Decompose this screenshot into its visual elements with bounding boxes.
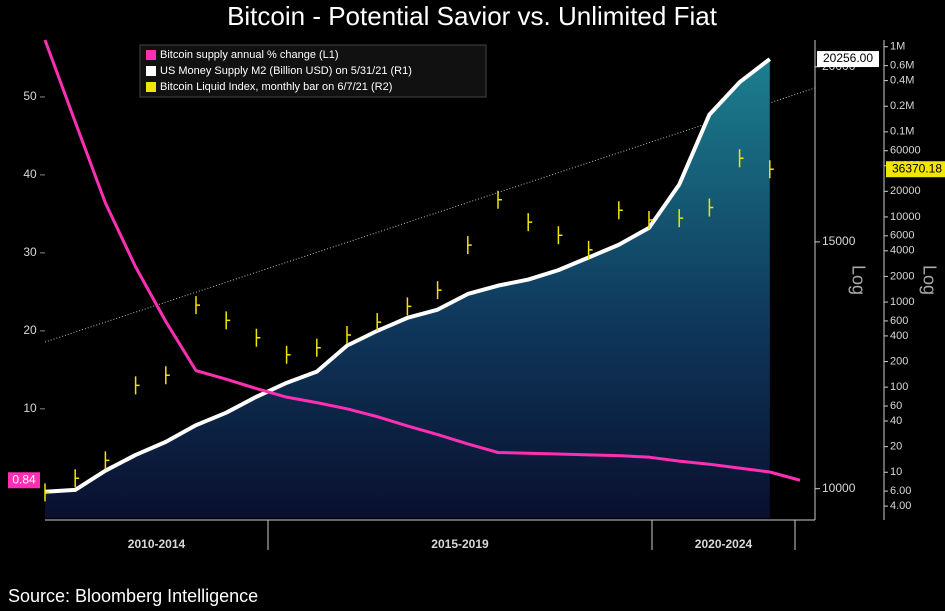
price-bar bbox=[285, 345, 291, 364]
price-bar bbox=[618, 201, 623, 220]
y-tick-label: 30 bbox=[23, 245, 37, 259]
price-bar bbox=[225, 311, 231, 330]
y3-tick-label: 6.00 bbox=[890, 485, 911, 497]
trend-line bbox=[44, 87, 816, 343]
y2-tick-label: 10000 bbox=[822, 481, 856, 495]
y3-tick-label: 10000 bbox=[890, 211, 921, 223]
price-bar bbox=[738, 149, 744, 168]
value-label: 36370.18 bbox=[892, 161, 942, 175]
x-tick-label: 2020-2024 bbox=[695, 537, 753, 551]
y3-tick-label: 10 bbox=[890, 466, 902, 478]
value-label-box bbox=[817, 51, 879, 68]
source: Source: Bloomberg Intelligence bbox=[8, 586, 258, 606]
y3-axis-label: Log bbox=[919, 265, 939, 295]
y-tick-label: 20 bbox=[23, 323, 37, 337]
price-bar bbox=[376, 313, 382, 332]
value-label-box bbox=[886, 161, 945, 178]
y3-tick-label: 600 bbox=[890, 315, 908, 327]
y3-tick-label: 400 bbox=[890, 330, 908, 342]
x-tick-label: 2010-2014 bbox=[128, 537, 186, 551]
price-bar bbox=[104, 451, 110, 470]
value-label: 0.84 bbox=[12, 472, 36, 486]
y2-tick-label: 15000 bbox=[822, 234, 856, 248]
y3-tick-label: 0.2M bbox=[890, 100, 914, 112]
legend-label: Bitcoin supply annual % change (L1) bbox=[160, 49, 339, 61]
y3-tick-label: 4000 bbox=[890, 245, 914, 257]
price-bar bbox=[346, 325, 351, 344]
y3-tick-label: 60 bbox=[890, 400, 902, 412]
price-bar bbox=[316, 338, 321, 357]
x-tick-label: 2015-2019 bbox=[431, 537, 489, 551]
price-bar bbox=[557, 226, 563, 245]
price-bar bbox=[44, 483, 49, 502]
price-bar bbox=[769, 160, 774, 179]
y3-tick-label: 20000 bbox=[890, 185, 921, 197]
legend-swatch bbox=[146, 66, 156, 76]
y3-tick-label: 6000 bbox=[890, 230, 914, 242]
y-tick-label: 40 bbox=[23, 167, 37, 181]
legend-label: Bitcoin Liquid Index, monthly bar on 6/7… bbox=[160, 81, 392, 93]
price-bar bbox=[587, 240, 593, 259]
y3-tick-label: 2000 bbox=[890, 270, 914, 282]
y3-tick-label: 20 bbox=[890, 441, 902, 453]
y2-axis-label: Log bbox=[848, 265, 868, 295]
legend-box bbox=[139, 44, 487, 98]
price-bar bbox=[165, 366, 170, 385]
price-bar bbox=[134, 376, 140, 395]
price-bar bbox=[497, 190, 502, 209]
y-tick-label: 50 bbox=[23, 89, 37, 103]
price-bar bbox=[436, 281, 442, 300]
area-fill bbox=[45, 59, 770, 519]
y3-tick-label: 200 bbox=[890, 355, 908, 367]
y3-tick-label: 0.1M bbox=[890, 126, 914, 138]
price-bar bbox=[74, 469, 80, 488]
price-bar bbox=[406, 297, 412, 316]
y3-tick-label: 4.00 bbox=[890, 500, 911, 512]
y3-tick-label: 60000 bbox=[890, 145, 921, 157]
y3-tick-label: 40 bbox=[890, 415, 902, 427]
y3-tick-label: 1000 bbox=[890, 296, 914, 308]
value-label-box bbox=[8, 472, 40, 489]
chart-title: Bitcoin - Potential Savior vs. Unlimited… bbox=[227, 1, 718, 31]
price-bar bbox=[678, 209, 684, 228]
y3-tick-label: 100 bbox=[890, 381, 908, 393]
price-bar bbox=[648, 211, 653, 230]
value-label: 20256.00 bbox=[823, 51, 873, 65]
legend-swatch bbox=[146, 82, 156, 92]
y3-tick-label: 0.6M bbox=[890, 60, 914, 72]
line bbox=[43, 39, 801, 482]
legend-label: US Money Supply M2 (Billion USD) on 5/31… bbox=[160, 65, 412, 77]
price-bar bbox=[527, 213, 533, 232]
y-tick-label: 10 bbox=[23, 401, 37, 415]
price-bar bbox=[708, 198, 714, 217]
y3-tick-label: 0.4M bbox=[890, 75, 914, 87]
price-bar bbox=[255, 328, 261, 347]
y3-tick-label: 1M bbox=[890, 41, 905, 53]
legend-swatch bbox=[146, 50, 156, 60]
price-bar bbox=[467, 236, 472, 255]
price-bar bbox=[195, 296, 200, 315]
